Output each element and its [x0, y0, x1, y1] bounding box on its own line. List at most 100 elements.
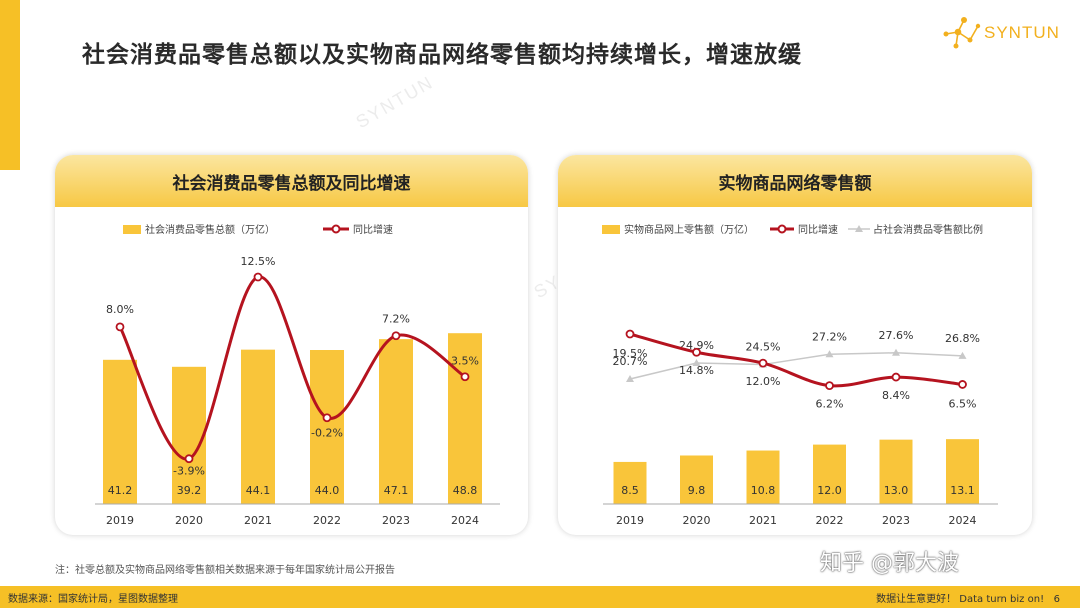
bar-value-label: 48.8	[453, 484, 478, 497]
bar	[379, 339, 413, 504]
growth-label: 7.2%	[382, 313, 410, 326]
growth-label: 12.0%	[746, 375, 781, 388]
growth-label: 19.5%	[613, 347, 648, 360]
bar-value-label: 13.1	[950, 484, 975, 497]
growth-point	[692, 347, 701, 357]
bar	[241, 349, 275, 504]
growth-label: 14.8%	[679, 364, 714, 377]
bar-value-label: 9.8	[688, 484, 706, 497]
growth-point	[184, 454, 194, 464]
share-point	[958, 351, 967, 359]
x-tick-label: 2021	[244, 514, 272, 527]
footer-source: 数据来源：国家统计局，星图数据整理	[8, 594, 178, 605]
x-tick-label: 2019	[106, 514, 134, 527]
x-tick-label: 2021	[749, 514, 777, 527]
data-note: 注：社零总额及实物商品网络零售额相关数据来源于每年国家统计局公开报告	[55, 565, 395, 576]
growth-point	[460, 372, 470, 382]
chart-title: 社会消费品零售总额及同比增速	[55, 155, 528, 207]
footer-slogan-text: 数据让生意更好！ Data turn biz on!	[876, 594, 1045, 605]
share-point	[626, 375, 634, 382]
share-label: 20.7%	[613, 355, 648, 368]
bar	[879, 439, 913, 504]
footer-slogan: 数据让生意更好！ Data turn biz on! 6	[876, 590, 1060, 605]
growth-label: -0.2%	[311, 427, 343, 440]
online-retail-chart: 实物商品网上零售额（万亿） 同比增速 占社会消费品零售额比例 8.5 2019 9.8 20…	[602, 223, 998, 527]
syntun-logo	[943, 17, 981, 49]
bar	[310, 350, 344, 504]
share-label: 27.2%	[812, 330, 847, 343]
growth-point	[391, 331, 401, 341]
growth-point	[625, 329, 635, 339]
growth-label: -3.9%	[173, 465, 205, 478]
growth-point	[891, 372, 901, 382]
x-tick-label: 2023	[382, 514, 410, 527]
bar-value-label: 10.8	[751, 484, 776, 497]
x-tick-label: 2024	[949, 514, 977, 527]
bar-value-label: 13.0	[884, 484, 909, 497]
legend-label: 同比增速	[353, 223, 393, 236]
bar	[813, 444, 846, 504]
growth-point	[115, 322, 125, 332]
share-point	[692, 359, 701, 367]
bar-value-label: 41.2	[108, 484, 133, 497]
x-tick-label: 2020	[175, 514, 203, 527]
growth-point	[322, 413, 332, 423]
legend-swatch-bar	[602, 225, 620, 234]
x-tick-label: 2023	[882, 514, 910, 527]
zhihu-watermark: 知乎 @郭大波	[820, 551, 959, 576]
bar-value-label: 8.5	[621, 484, 639, 497]
growth-label: 12.5%	[241, 255, 276, 268]
bar-value-label: 12.0	[817, 484, 842, 497]
chart-panel-retail: 社会消费品零售总额及同比增速 社会消费品零售总额（万亿） 同比增速 41.2 2019…	[55, 155, 528, 535]
legend-swatch-marker	[331, 224, 341, 234]
growth-line	[118, 275, 466, 461]
share-line	[629, 352, 963, 380]
retail-sales-chart: 社会消费品零售总额（万亿） 同比增速 41.2 2019 39.2 2020 44.1 202…	[95, 223, 500, 527]
bar	[946, 439, 979, 504]
x-tick-label: 2020	[683, 514, 711, 527]
growth-label: 8.0%	[106, 303, 134, 316]
share-label: 27.6%	[879, 329, 914, 342]
share-point	[825, 350, 834, 358]
bar-value-label: 39.2	[177, 484, 202, 497]
legend-label: 占社会消费品零售额比例	[873, 223, 983, 236]
bar-value-label: 44.0	[315, 484, 340, 497]
footer-bar: 数据来源：国家统计局，星图数据整理 数据让生意更好！ Data turn biz…	[0, 586, 1080, 608]
growth-label: 6.2%	[816, 398, 844, 411]
logo-text: SYNTUN	[984, 23, 1060, 42]
bar	[680, 455, 713, 504]
watermark-text: SYNTUN	[352, 71, 438, 133]
growth-label: 3.5%	[451, 355, 479, 368]
growth-line	[629, 332, 963, 388]
page-title: 社会消费品零售总额以及实物商品网络零售额均持续增长，增速放缓	[82, 42, 802, 68]
x-tick-label: 2019	[616, 514, 644, 527]
legend-label: 同比增速	[798, 223, 838, 236]
x-tick-label: 2022	[313, 514, 341, 527]
growth-point	[958, 380, 967, 389]
left-accent-bar	[0, 0, 20, 170]
growth-label: 8.4%	[882, 389, 910, 402]
growth-point	[825, 381, 834, 391]
growth-point	[253, 272, 263, 282]
bar	[103, 359, 137, 504]
bar	[746, 450, 780, 504]
bar-value-label: 44.1	[246, 484, 271, 497]
legend-label: 实物商品网上零售额（万亿）	[624, 223, 754, 236]
x-tick-label: 2022	[816, 514, 844, 527]
legend-swatch-share-marker	[855, 225, 863, 232]
share-point	[892, 348, 900, 356]
x-tick-label: 2024	[451, 514, 479, 527]
page-number: 6	[1053, 594, 1060, 605]
growth-label: 6.5%	[949, 397, 977, 410]
bar	[613, 461, 647, 504]
bar	[448, 333, 482, 504]
share-label: 26.8%	[945, 332, 980, 345]
legend-swatch-bar	[123, 225, 141, 234]
legend-label: 社会消费品零售总额（万亿）	[145, 223, 275, 236]
share-label: 24.5%	[746, 341, 781, 354]
growth-point	[758, 358, 768, 368]
legend-swatch-marker	[777, 224, 787, 234]
chart-panel-online: 实物商品网络零售额 实物商品网上零售额（万亿） 同比增速 占社会消费品零售额比例 8.…	[558, 155, 1032, 535]
bar-value-label: 47.1	[384, 484, 409, 497]
bar	[172, 366, 206, 504]
